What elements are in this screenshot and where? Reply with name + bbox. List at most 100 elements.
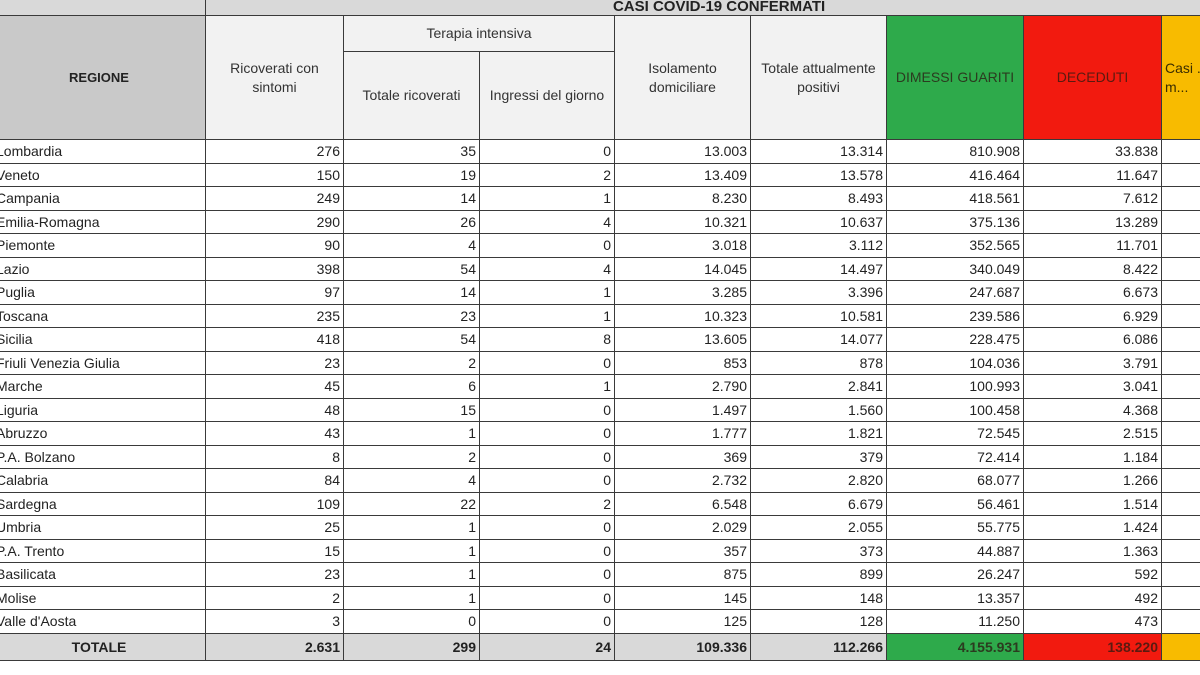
table-row: Veneto 150 19 2 13.409 13.578 416.464 11.647 <box>0 162 1200 187</box>
cell-isolamento: 13.409 <box>614 162 751 187</box>
table-row: Sardegna 109 22 2 6.548 6.679 56.461 1.514 <box>0 491 1200 516</box>
cell-deceduti: 3.791 <box>1023 350 1162 375</box>
cell-casi <box>1160 303 1200 328</box>
cell-ricoverati: 48 <box>205 397 344 422</box>
cell-casi <box>1160 397 1200 422</box>
cell-isolamento: 2.732 <box>614 468 751 493</box>
cell-ti-ingressi: 1 <box>479 374 615 399</box>
cell-ti-ingressi: 0 <box>479 538 615 563</box>
cell-ti-ingressi: 0 <box>479 562 615 587</box>
cell-ricoverati: 290 <box>205 209 344 234</box>
cell-ricoverati: 90 <box>205 233 344 258</box>
header-casi: Casi ... m... <box>1160 15 1200 140</box>
cell-ti-ingressi: 0 <box>479 397 615 422</box>
total-ti-ingressi: 24 <box>479 632 615 661</box>
cell-isolamento: 2.790 <box>614 374 751 399</box>
cell-positivi: 899 <box>750 562 887 587</box>
cell-deceduti: 1.514 <box>1023 491 1162 516</box>
header-terapia-intensiva: Terapia intensiva <box>343 15 615 52</box>
cell-deceduti: 1.266 <box>1023 468 1162 493</box>
cell-deceduti: 492 <box>1023 585 1162 610</box>
cell-dimessi: 104.036 <box>886 350 1024 375</box>
cell-dimessi: 228.475 <box>886 327 1024 352</box>
cell-dimessi: 340.049 <box>886 256 1024 281</box>
table-row: Basilicata 23 1 0 875 899 26.247 592 <box>0 562 1200 587</box>
cell-deceduti: 6.086 <box>1023 327 1162 352</box>
cell-ti-totale: 23 <box>343 303 480 328</box>
cell-deceduti: 6.673 <box>1023 280 1162 305</box>
cell-regione: Calabria <box>0 468 206 493</box>
header-ingressi-giorno: Ingressi del giorno <box>479 51 615 140</box>
cell-ricoverati: 23 <box>205 350 344 375</box>
cell-positivi: 148 <box>750 585 887 610</box>
cell-casi <box>1160 139 1200 164</box>
cell-positivi: 128 <box>750 609 887 634</box>
cell-positivi: 14.077 <box>750 327 887 352</box>
cell-regione: Veneto <box>0 162 206 187</box>
cell-ricoverati: 84 <box>205 468 344 493</box>
cell-dimessi: 418.561 <box>886 186 1024 211</box>
covid-cases-table: CASI COVID-19 CONFERMATI REGIONE Ricover… <box>0 0 1200 661</box>
cell-positivi: 13.314 <box>750 139 887 164</box>
table-row: Molise 2 1 0 145 148 13.357 492 <box>0 585 1200 610</box>
cell-isolamento: 14.045 <box>614 256 751 281</box>
table-row: Umbria 25 1 0 2.029 2.055 55.775 1.424 <box>0 515 1200 540</box>
cell-ti-totale: 1 <box>343 585 480 610</box>
cell-ricoverati: 398 <box>205 256 344 281</box>
cell-ricoverati: 109 <box>205 491 344 516</box>
cell-positivi: 10.637 <box>750 209 887 234</box>
cell-regione: Valle d'Aosta <box>0 609 206 634</box>
cell-deceduti: 6.929 <box>1023 303 1162 328</box>
cell-regione: Lombardia <box>0 139 206 164</box>
table-row: Calabria 84 4 0 2.732 2.820 68.077 1.266 <box>0 468 1200 493</box>
cell-positivi: 373 <box>750 538 887 563</box>
table-row: P.A. Trento 15 1 0 357 373 44.887 1.363 <box>0 538 1200 563</box>
cell-positivi: 878 <box>750 350 887 375</box>
cell-regione: Piemonte <box>0 233 206 258</box>
table-row: Emilia-Romagna 290 26 4 10.321 10.637 375.136 1… <box>0 209 1200 234</box>
total-ti-totale: 299 <box>343 632 480 661</box>
cell-dimessi: 56.461 <box>886 491 1024 516</box>
cell-regione: Molise <box>0 585 206 610</box>
cell-isolamento: 8.230 <box>614 186 751 211</box>
cell-dimessi: 810.908 <box>886 139 1024 164</box>
cell-ti-ingressi: 8 <box>479 327 615 352</box>
cell-isolamento: 10.323 <box>614 303 751 328</box>
cell-ti-ingressi: 0 <box>479 444 615 469</box>
cell-casi <box>1160 538 1200 563</box>
table-row: Piemonte 90 4 0 3.018 3.112 352.565 11.701 <box>0 233 1200 258</box>
cell-dimessi: 11.250 <box>886 609 1024 634</box>
cell-isolamento: 13.003 <box>614 139 751 164</box>
cell-ti-totale: 1 <box>343 562 480 587</box>
cell-ricoverati: 8 <box>205 444 344 469</box>
cell-positivi: 3.396 <box>750 280 887 305</box>
cell-deceduti: 473 <box>1023 609 1162 634</box>
cell-ti-ingressi: 0 <box>479 515 615 540</box>
cell-isolamento: 3.018 <box>614 233 751 258</box>
cell-regione: Campania <box>0 186 206 211</box>
header-isolamento: Isolamento domiciliare <box>614 15 751 140</box>
cell-ti-totale: 2 <box>343 350 480 375</box>
cell-ti-totale: 54 <box>343 256 480 281</box>
cell-ti-totale: 22 <box>343 491 480 516</box>
cell-casi <box>1160 233 1200 258</box>
cell-deceduti: 2.515 <box>1023 421 1162 446</box>
cell-ti-totale: 54 <box>343 327 480 352</box>
cell-deceduti: 11.701 <box>1023 233 1162 258</box>
cell-dimessi: 416.464 <box>886 162 1024 187</box>
cell-ti-ingressi: 0 <box>479 468 615 493</box>
cell-dimessi: 100.993 <box>886 374 1024 399</box>
cell-isolamento: 3.285 <box>614 280 751 305</box>
cell-casi <box>1160 491 1200 516</box>
cell-ti-totale: 1 <box>343 421 480 446</box>
cell-casi <box>1160 162 1200 187</box>
table-row: Toscana 235 23 1 10.323 10.581 239.586 6.929 <box>0 303 1200 328</box>
table-row: Campania 249 14 1 8.230 8.493 418.561 7.612 <box>0 186 1200 211</box>
cell-casi <box>1160 256 1200 281</box>
cell-ti-totale: 14 <box>343 280 480 305</box>
cell-ricoverati: 2 <box>205 585 344 610</box>
cell-deceduti: 7.612 <box>1023 186 1162 211</box>
cell-positivi: 13.578 <box>750 162 887 187</box>
